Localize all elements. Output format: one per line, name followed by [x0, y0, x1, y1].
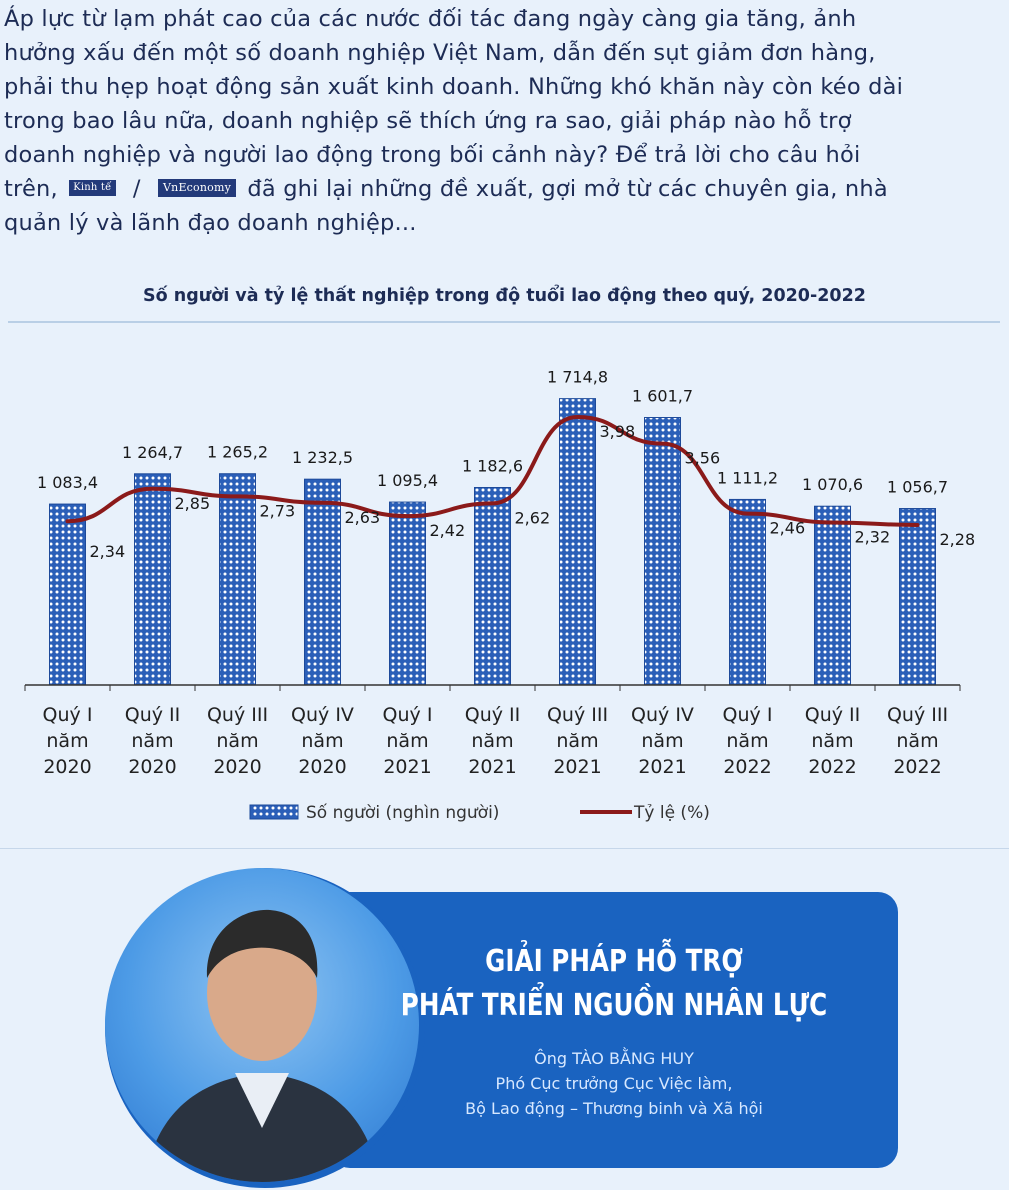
x-tick-label: Quý II: [805, 704, 861, 726]
intro-line: doanh nghiệp và người lao động trong bối…: [4, 142, 861, 168]
bar: [389, 501, 426, 686]
speaker-photo: [105, 868, 419, 1182]
intro-line: phải thu hẹp hoạt động sản xuất kinh doa…: [4, 74, 904, 100]
bar: [559, 398, 596, 686]
separator: /: [132, 176, 141, 202]
x-tick-label: Quý I: [723, 704, 773, 726]
x-tick-label: 2021: [383, 756, 431, 778]
bar-value-label: 1 182,6: [462, 457, 523, 476]
bar-value-label: 1 232,5: [292, 448, 353, 467]
intro-line: hưởng xấu đến một số doanh nghiệp Việt N…: [4, 40, 876, 66]
bar-value-label: 1 265,2: [207, 443, 268, 462]
x-tick-label: năm: [471, 730, 513, 752]
x-tick-label: năm: [726, 730, 768, 752]
title-divider: [8, 321, 1000, 323]
bar: [474, 487, 511, 686]
x-tick-label: 2020: [213, 756, 261, 778]
x-tick-label: 2022: [808, 756, 856, 778]
x-tick-label: Quý IV: [631, 704, 694, 726]
bar-value-label: 1 264,7: [122, 443, 183, 462]
panel-heading-line: PHÁT TRIỂN NGUỒN NHÂN LỰC: [400, 988, 828, 1023]
intro-text: trên,: [4, 176, 58, 202]
x-tick-label: Quý II: [125, 704, 181, 726]
speaker-name: Ông TÀO BẰNG HUY: [534, 1049, 694, 1068]
bar-value-label: 1 083,4: [37, 473, 98, 492]
x-tick-label: 2021: [638, 756, 686, 778]
x-tick-label: Quý I: [383, 704, 433, 726]
bar: [49, 503, 86, 686]
x-tick-label: Quý II: [465, 704, 521, 726]
rate-value-label: 2,34: [90, 542, 126, 561]
rate-value-label: 3,98: [600, 422, 636, 441]
bar-value-label: 1 056,7: [887, 478, 948, 497]
bar: [304, 478, 341, 686]
panel-heading-line: GIẢI PHÁP HỖ TRỢ: [485, 944, 743, 979]
rate-line: [65, 414, 920, 527]
speaker-title: Bộ Lao động – Thương binh và Xã hội: [465, 1099, 763, 1118]
legend-bar-swatch: [249, 804, 299, 820]
bar: [219, 473, 256, 686]
x-tick-label: năm: [811, 730, 853, 752]
x-tick-label: Quý III: [547, 704, 608, 726]
kinh-te-logo[interactable]: Kinh tế: [69, 179, 116, 196]
bar-value-label: 1 714,8: [547, 368, 608, 387]
intro-line: trong bao lâu nữa, doanh nghiệp sẽ thích…: [4, 108, 852, 134]
x-tick-label: 2020: [128, 756, 176, 778]
x-tick-label: 2020: [43, 756, 91, 778]
intro-text: đã ghi lại những đề xuất, gợi mở từ các …: [247, 176, 888, 202]
intro-line: Áp lực từ lạm phát cao của các nước đối …: [4, 6, 857, 32]
x-tick-label: năm: [131, 730, 173, 752]
rate-value-label: 2,46: [770, 519, 806, 538]
rate-value-label: 2,63: [345, 508, 381, 527]
x-tick-label: Quý III: [207, 704, 268, 726]
x-tick-label: 2021: [468, 756, 516, 778]
rate-value-label: 2,62: [515, 508, 551, 527]
rate-value-label: 2,73: [260, 501, 296, 520]
bar-value-label: 1 601,7: [632, 387, 693, 406]
x-tick-label: Quý III: [887, 704, 948, 726]
x-tick-label: năm: [556, 730, 598, 752]
panel-heading: GIẢI PHÁP HỖ TRỢ PHÁT TRIỂN NGUỒN NHÂN L…: [381, 940, 847, 1028]
x-tick-label: năm: [216, 730, 258, 752]
x-tick-label: năm: [641, 730, 683, 752]
speaker-info: Ông TÀO BẰNG HUY Phó Cục trưởng Cục Việc…: [330, 1046, 898, 1121]
x-tick-label: 2022: [893, 756, 941, 778]
legend-line-label: Tỷ lệ (%): [633, 803, 710, 823]
rate-value-label: 2,32: [855, 527, 891, 546]
intro-paragraph: Áp lực từ lạm phát cao của các nước đối …: [4, 2, 1005, 240]
bar: [814, 505, 851, 686]
unemployment-chart: 1 083,4 Quý I năm 2020 1 264,7 Quý II năm 2020 1…: [24, 368, 976, 823]
x-tick-label: 2020: [298, 756, 346, 778]
bar: [644, 417, 681, 686]
x-tick-label: 2022: [723, 756, 771, 778]
chart-title: Số người và tỷ lệ thất nghiệp trong độ t…: [143, 286, 866, 306]
x-tick-label: năm: [46, 730, 88, 752]
x-tick-label: năm: [386, 730, 428, 752]
bar: [134, 473, 171, 686]
x-tick-label: năm: [896, 730, 938, 752]
bar: [729, 498, 766, 686]
section-divider: [0, 848, 1009, 849]
rate-value-label: 3,56: [685, 449, 721, 468]
rate-value-label: 2,42: [430, 521, 466, 540]
speaker-portrait: [105, 868, 425, 1188]
person-silhouette-icon: [145, 909, 379, 1182]
vneconomy-logo[interactable]: VnEconomy: [158, 178, 237, 197]
rate-value-label: 2,85: [175, 494, 211, 513]
bar-value-label: 1 095,4: [377, 471, 438, 490]
bar-value-label: 1 070,6: [802, 475, 863, 494]
intro-line: quản lý và lãnh đạo doanh nghiệp...: [4, 210, 417, 236]
intro-line: trên, Kinh tế / VnEconomy đã ghi lại nhữ…: [4, 172, 1005, 206]
bar-value-label: 1 111,2: [717, 468, 778, 487]
x-tick-label: Quý I: [43, 704, 93, 726]
speaker-title: Phó Cục trưởng Cục Việc làm,: [495, 1074, 733, 1093]
rate-value-label: 2,28: [940, 530, 976, 549]
x-tick-label: 2021: [553, 756, 601, 778]
x-tick-label: Quý IV: [291, 704, 354, 726]
legend-bar-label: Số người (nghìn người): [306, 802, 499, 823]
x-tick-label: năm: [301, 730, 343, 752]
bar: [899, 508, 936, 686]
